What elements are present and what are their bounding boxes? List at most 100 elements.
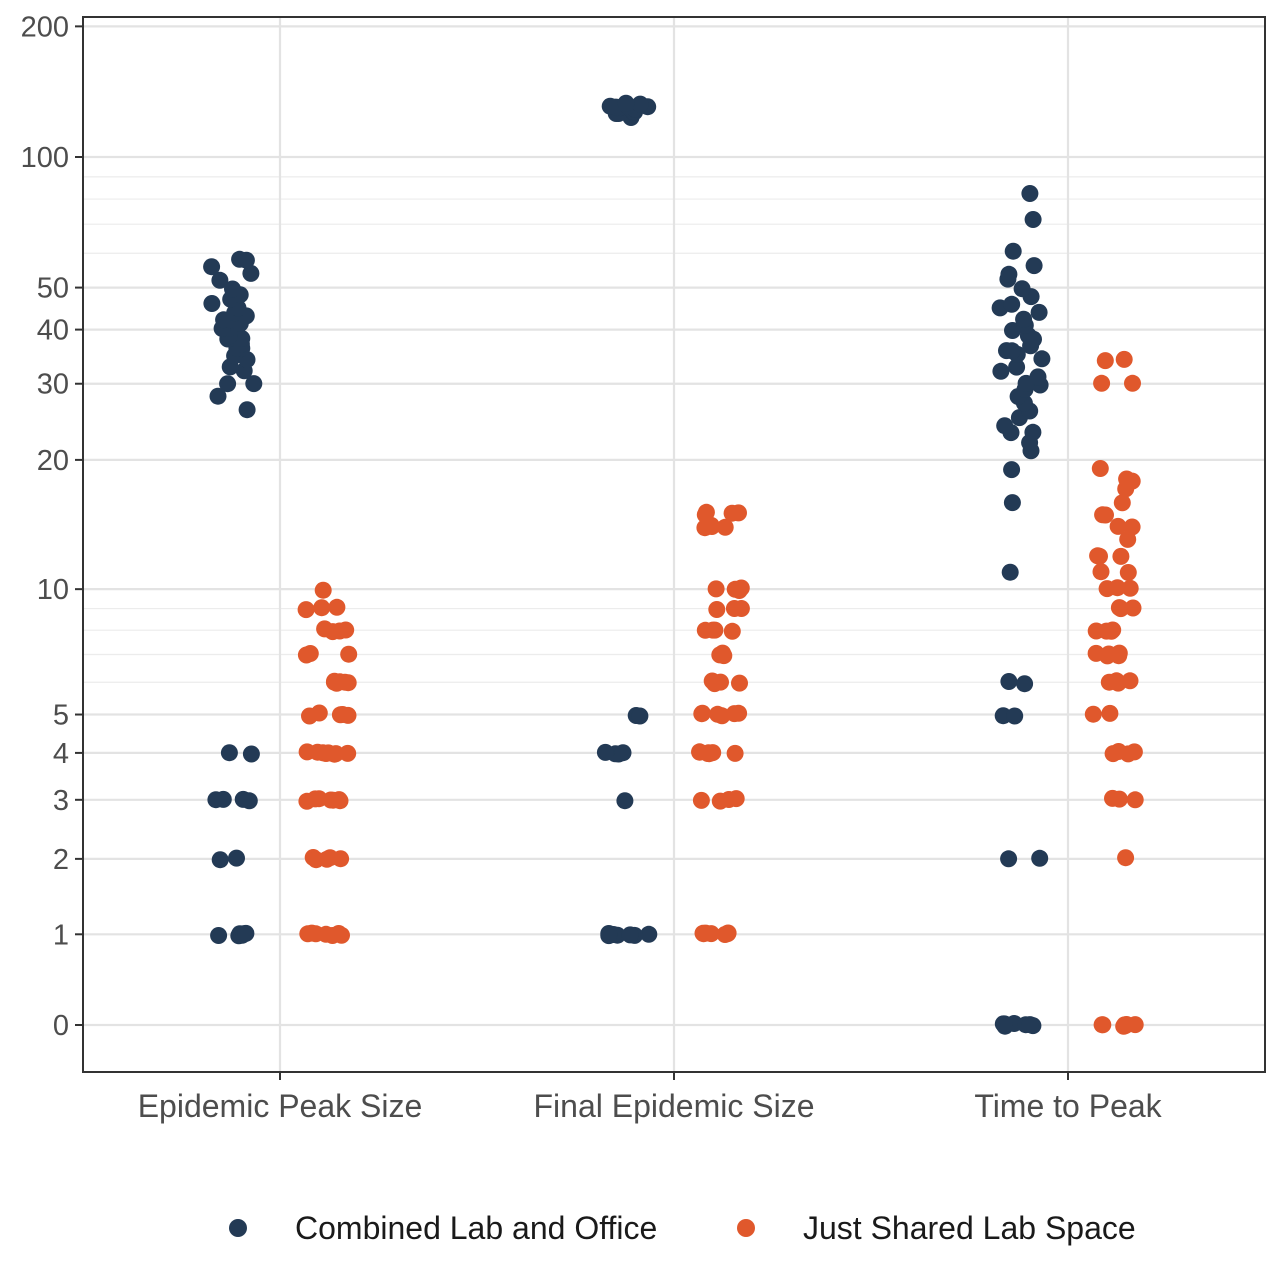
data-point [1124,599,1142,617]
data-point [1029,368,1047,386]
legend-label: Just Shared Lab Space [803,1210,1136,1246]
data-point [708,601,726,618]
data-point [640,925,658,943]
data-point [1112,547,1130,565]
data-point [1098,580,1116,598]
data-point [237,924,255,942]
data-point [1016,675,1034,693]
data-point [1015,310,1033,328]
data-point [332,850,350,868]
data-point [995,1015,1013,1033]
data-point [726,744,744,762]
data-point [1003,342,1021,360]
data-points [203,94,1144,1035]
y-tick-label: 10 [37,574,69,606]
data-point [327,745,345,763]
data-point [600,925,618,942]
legend-marker [737,1219,755,1237]
data-point [719,924,737,942]
data-point [596,743,614,761]
data-point [1110,647,1128,665]
data-point [1118,1016,1135,1033]
y-tick-label: 100 [21,142,69,174]
data-point [210,927,228,944]
data-point [1006,707,1024,725]
legend: Combined Lab and Office Just Shared Lab S… [229,1210,1136,1246]
data-point [209,387,227,405]
data-point [1118,470,1136,488]
data-point [1024,211,1042,228]
data-point [1108,672,1125,690]
data-point [1091,460,1109,477]
data-point [614,744,632,762]
data-point [621,926,639,944]
data-point [203,258,221,276]
data-point [732,600,750,617]
data-point [1101,704,1119,722]
data-point [1115,350,1133,368]
data-point [306,790,324,808]
data-point [1125,743,1143,761]
data-point [716,518,734,536]
data-point [1089,547,1107,565]
data-point [238,401,256,419]
data-point [1030,303,1048,321]
axes: 0 1 2 3 4 5 10 20 30 40 50 100 200 Epidemic Peak Size… [21,11,1163,1124]
data-point [1121,672,1139,690]
data-point [1124,374,1141,392]
y-tick-label: 40 [37,315,69,347]
data-point [1001,563,1019,581]
data-point [214,790,232,808]
data-point [224,280,241,298]
data-point [299,925,317,943]
data-point [691,743,709,761]
data-point [707,580,725,598]
data-point [1109,517,1127,535]
data-point [704,621,722,639]
data-point [695,925,713,943]
x-category-label: Time to Peak [974,1088,1162,1124]
data-point [1084,705,1102,723]
data-point [331,622,349,640]
data-point [1097,506,1114,524]
data-point [1003,461,1021,479]
data-point [1126,791,1144,809]
data-point [1110,743,1128,760]
data-point [339,706,357,724]
data-point [996,417,1014,435]
data-point [1004,322,1021,339]
data-point [631,707,649,725]
data-point [1112,600,1130,618]
legend-label: Combined Lab and Office [295,1210,657,1246]
data-point [1123,518,1141,536]
y-tick-label: 0 [53,1010,69,1042]
legend-marker [229,1219,247,1237]
data-point [1093,1016,1111,1034]
data-point [1000,673,1018,690]
data-point [1024,423,1042,441]
data-point [1093,374,1111,392]
data-point [720,791,738,808]
data-point [339,744,357,762]
data-point [601,97,619,115]
y-tick-label: 50 [37,273,69,305]
data-point [730,504,747,522]
data-point [692,791,710,809]
y-tick-label: 20 [37,445,69,477]
data-point [313,599,331,617]
data-point [336,673,354,691]
data-point [301,645,319,662]
data-point [617,94,635,112]
data-point [220,744,238,762]
data-point [712,673,729,691]
y-tick-label: 5 [53,700,69,732]
data-point [1104,789,1121,807]
data-point [234,790,252,808]
data-point [1031,849,1049,867]
data-point [340,645,358,663]
data-point [1021,1016,1039,1034]
y-tick-label: 30 [37,369,69,401]
data-point [1000,265,1018,283]
